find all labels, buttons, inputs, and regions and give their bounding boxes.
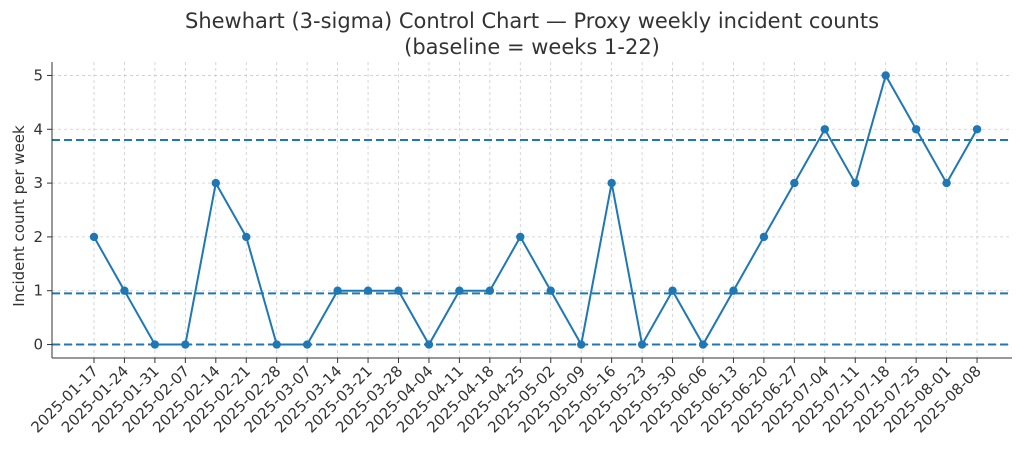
data-point xyxy=(181,340,190,349)
data-point xyxy=(546,286,555,295)
y-tick-label: 4 xyxy=(33,120,43,138)
data-point xyxy=(455,286,464,295)
axes: 0123452025-01-172025-01-242025-01-312025… xyxy=(27,62,1012,436)
data-point xyxy=(424,340,434,349)
data-point xyxy=(302,340,312,349)
data-point xyxy=(698,340,708,349)
data-point xyxy=(820,125,829,134)
grid-layer xyxy=(52,62,1012,358)
data-point xyxy=(242,232,251,242)
data-point xyxy=(516,232,525,242)
chart-title: Shewhart (3-sigma) Control Chart — Proxy… xyxy=(185,9,879,33)
data-point xyxy=(211,178,220,188)
data-point xyxy=(668,286,677,295)
y-tick-label: 5 xyxy=(33,66,43,84)
data-point xyxy=(89,232,99,242)
series-layer xyxy=(89,71,982,349)
data-point xyxy=(120,286,129,295)
data-point xyxy=(790,178,799,188)
series-line xyxy=(93,72,978,348)
chart-subtitle: (baseline = weeks 1-22) xyxy=(404,35,660,59)
y-tick-label: 2 xyxy=(33,228,43,246)
data-point xyxy=(972,125,982,134)
y-tick-label: 3 xyxy=(33,174,43,192)
data-point xyxy=(394,286,403,295)
data-point xyxy=(272,340,281,349)
data-point xyxy=(607,178,616,188)
y-tick-label: 1 xyxy=(33,282,43,300)
data-point xyxy=(637,340,647,349)
y-tick-label: 0 xyxy=(33,336,43,354)
data-point xyxy=(942,178,951,188)
data-point xyxy=(577,340,586,349)
y-axis-label: Incident count per week xyxy=(10,125,28,307)
data-point xyxy=(150,340,160,349)
data-point xyxy=(333,286,342,295)
data-point xyxy=(759,232,769,242)
data-point xyxy=(911,125,921,134)
data-point xyxy=(363,286,373,295)
data-point xyxy=(729,286,738,295)
control-limit-lines xyxy=(52,139,1012,346)
data-point xyxy=(881,71,890,80)
data-point xyxy=(485,286,495,295)
data-point xyxy=(851,178,860,188)
